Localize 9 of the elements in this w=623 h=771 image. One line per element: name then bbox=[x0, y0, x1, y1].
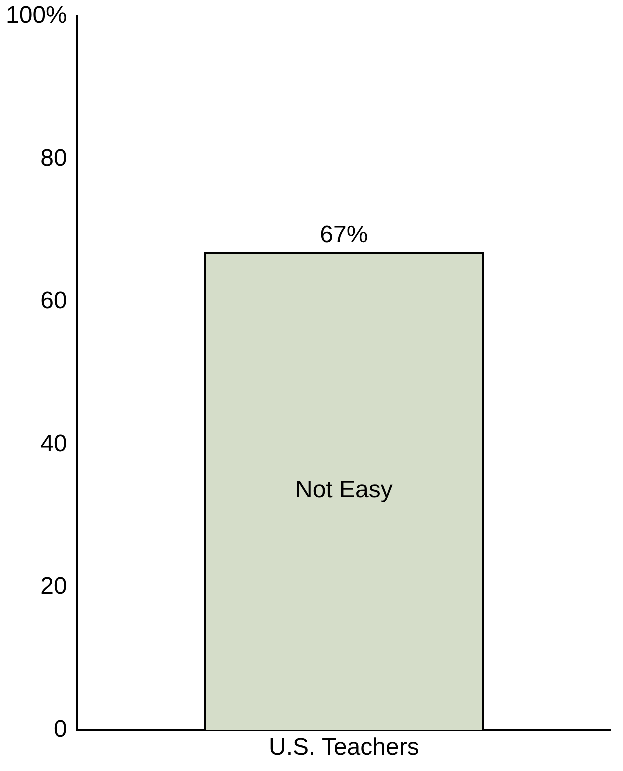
series-label: Not Easy bbox=[296, 476, 393, 504]
y-tick-label: 60 bbox=[40, 288, 68, 315]
y-tick-label: 100% bbox=[6, 2, 68, 30]
y-tick-label: 0 bbox=[54, 716, 68, 743]
y-tick-label: 80 bbox=[40, 144, 68, 172]
y-tick-label: 20 bbox=[40, 573, 68, 600]
data-label: 67% bbox=[320, 222, 368, 249]
y-tick-label: 40 bbox=[40, 430, 68, 458]
x-tick-label: U.S. Teachers bbox=[269, 734, 420, 762]
